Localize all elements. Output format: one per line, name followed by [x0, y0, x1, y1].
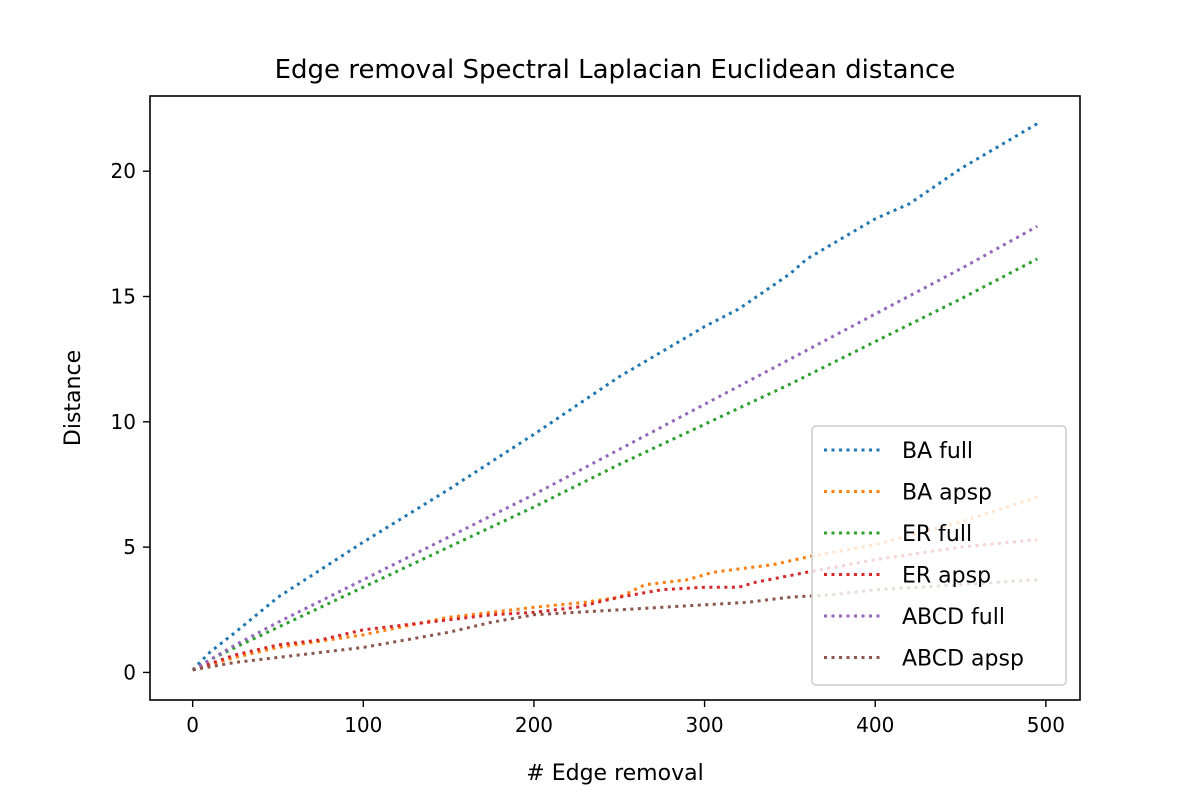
x-tick-label: 200: [515, 713, 553, 737]
y-tick-label: 20: [111, 159, 136, 183]
x-axis-label: # Edge removal: [526, 761, 703, 786]
plot-frame: [149, 95, 1081, 701]
series-line-abcd-full: [191, 224, 1039, 672]
series-line-ba-full: [191, 122, 1039, 671]
series-line-er-apsp: [192, 538, 1038, 672]
y-axis: 0 5 10 15 20: [111, 159, 150, 684]
y-tick-label: 15: [111, 284, 136, 308]
chart-title: Edge removal Spectral Laplacian Euclidea…: [275, 55, 956, 85]
legend-label-ba-full: BA full: [902, 439, 973, 464]
y-tick-label: 5: [123, 535, 136, 559]
y-tick-label: 10: [111, 410, 136, 434]
legend-label-abcd-apsp: ABCD apsp: [902, 647, 1024, 672]
x-axis: 0 100 200 300 400 500: [186, 700, 1065, 737]
y-axis-label: Distance: [61, 350, 86, 446]
legend-box: [811, 425, 1067, 686]
legend-label-abcd-full: ABCD full: [902, 605, 1005, 630]
x-tick-label: 500: [1027, 713, 1065, 737]
x-tick-label: 100: [344, 713, 382, 737]
legend-label-ba-apsp: BA apsp: [902, 481, 992, 506]
legend: BA full BA apsp ER full ER apsp ABCD full ABC…: [811, 425, 1067, 686]
legend-label-er-apsp: ER apsp: [902, 564, 991, 589]
legend-label-er-full: ER full: [902, 522, 972, 547]
x-tick-label: 0: [186, 713, 199, 737]
x-tick-label: 300: [685, 713, 723, 737]
x-tick-label: 400: [856, 713, 894, 737]
y-tick-label: 0: [123, 660, 136, 684]
